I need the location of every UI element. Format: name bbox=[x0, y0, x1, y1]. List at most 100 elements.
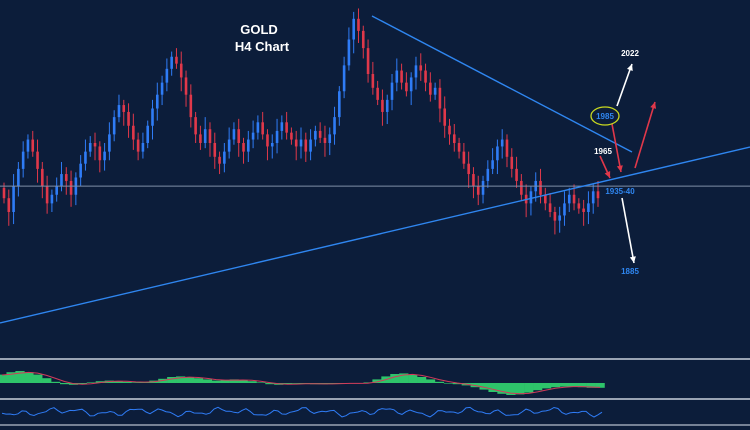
candle-body bbox=[395, 70, 399, 83]
label-2022: 2022 bbox=[621, 49, 639, 58]
candle-body bbox=[390, 82, 394, 100]
candle-body bbox=[352, 18, 355, 40]
candle-body bbox=[31, 139, 35, 152]
candle-body bbox=[208, 129, 212, 143]
histogram-bar bbox=[247, 381, 257, 383]
candle-body bbox=[79, 163, 82, 178]
candle-body bbox=[60, 174, 63, 187]
candle-body bbox=[361, 30, 365, 49]
candle-body bbox=[112, 117, 116, 135]
label-1985: 1985 bbox=[596, 112, 614, 121]
candle-body bbox=[194, 117, 197, 135]
histogram-bar bbox=[541, 383, 552, 389]
descending-trendline bbox=[371, 15, 633, 153]
histogram-bar bbox=[238, 380, 248, 383]
candle-body bbox=[103, 151, 106, 161]
candle-body bbox=[50, 194, 54, 204]
candle-body bbox=[17, 168, 20, 187]
candle-body bbox=[539, 180, 542, 195]
candle-body bbox=[309, 139, 312, 152]
candle-body bbox=[405, 82, 408, 92]
histogram-bar bbox=[568, 383, 578, 387]
candle-body bbox=[457, 143, 461, 152]
candle-body bbox=[88, 143, 92, 152]
candle-body bbox=[357, 18, 360, 31]
candle-body bbox=[203, 129, 207, 143]
candle-body bbox=[414, 65, 418, 78]
candle-body bbox=[199, 134, 202, 143]
histogram-bar bbox=[515, 383, 525, 395]
candle-body bbox=[596, 191, 600, 199]
candle-body bbox=[132, 125, 135, 140]
candle-body bbox=[563, 203, 566, 216]
candle-body bbox=[462, 151, 466, 164]
candle-body bbox=[371, 74, 375, 88]
candle-body bbox=[146, 125, 150, 143]
candle-body bbox=[505, 139, 509, 157]
candle-body bbox=[515, 168, 518, 181]
candle-body bbox=[567, 194, 571, 204]
candle-body bbox=[84, 151, 87, 164]
arrow-down-1985-shaft bbox=[611, 123, 622, 173]
histogram-bar bbox=[479, 383, 489, 390]
histogram-bar bbox=[417, 377, 427, 383]
histogram-bar bbox=[506, 383, 516, 395]
candle-body bbox=[553, 212, 557, 221]
candle-body bbox=[520, 180, 523, 195]
candle-body bbox=[155, 94, 159, 109]
histogram-bar bbox=[586, 383, 596, 388]
histogram-bar bbox=[113, 381, 123, 383]
candle-body bbox=[448, 125, 451, 135]
arrow-down-1885-shaft bbox=[621, 197, 635, 264]
candle-body bbox=[170, 56, 173, 69]
histogram-bar bbox=[372, 379, 382, 383]
candle-body bbox=[285, 122, 288, 133]
histogram-bar bbox=[497, 383, 507, 394]
candle-body bbox=[223, 151, 226, 164]
candle-body bbox=[127, 111, 130, 126]
candle-body bbox=[548, 203, 552, 212]
candle-body bbox=[280, 122, 284, 131]
candle-body bbox=[419, 65, 423, 71]
candle-body bbox=[141, 143, 145, 152]
candle-body bbox=[270, 143, 274, 147]
candle-body bbox=[36, 151, 39, 169]
candle-body bbox=[500, 139, 504, 147]
histogram-bar bbox=[452, 383, 462, 385]
histogram-bar bbox=[15, 371, 25, 383]
arrow-down-1885-head bbox=[629, 256, 636, 263]
candle-body bbox=[433, 87, 437, 95]
histogram-bar bbox=[390, 374, 400, 383]
candle-body bbox=[544, 194, 547, 204]
candle-body bbox=[572, 194, 576, 204]
oscillator-line bbox=[1, 406, 603, 418]
candle-body bbox=[587, 203, 590, 212]
candle-body bbox=[558, 215, 561, 221]
histogram-bar bbox=[131, 382, 141, 383]
candle-body bbox=[467, 163, 470, 175]
candle-body bbox=[98, 146, 102, 161]
candle-body bbox=[577, 203, 581, 209]
candle-body bbox=[496, 146, 499, 161]
histogram-bar bbox=[443, 383, 454, 384]
candle-body bbox=[21, 151, 25, 169]
candle-body bbox=[237, 129, 241, 143]
candle-body bbox=[64, 174, 68, 181]
candle-body bbox=[175, 56, 178, 64]
histogram-bar bbox=[193, 378, 204, 383]
arrow-up-2022-head bbox=[627, 64, 633, 71]
candle-body bbox=[247, 139, 250, 152]
candle-body bbox=[122, 105, 126, 112]
ascending-trendline bbox=[0, 146, 750, 324]
candle-body bbox=[491, 160, 494, 169]
candle-body bbox=[400, 70, 403, 83]
candle-body bbox=[443, 108, 447, 126]
histogram-bar bbox=[283, 383, 293, 385]
histogram-bar bbox=[184, 377, 195, 383]
candle-body bbox=[165, 68, 169, 83]
histogram-bar bbox=[434, 381, 445, 383]
histogram-bar bbox=[42, 378, 52, 383]
candle-body bbox=[12, 186, 15, 212]
candle-body bbox=[591, 191, 595, 204]
